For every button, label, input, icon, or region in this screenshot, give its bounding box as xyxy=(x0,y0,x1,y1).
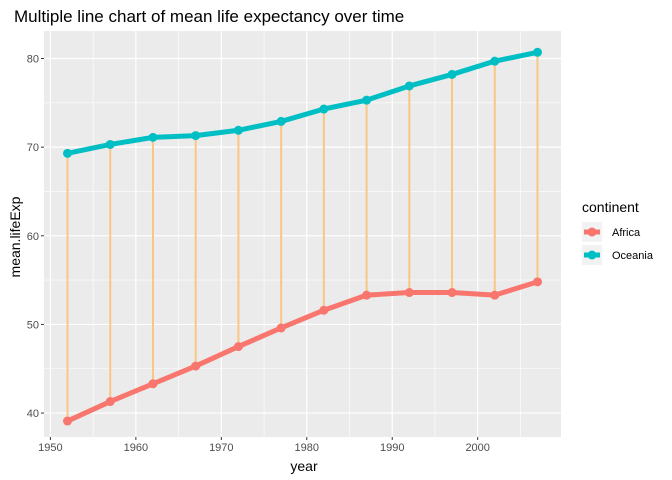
data-point-africa xyxy=(533,277,542,287)
y-axis-title: mean.lifeExp xyxy=(7,196,23,277)
data-point-africa xyxy=(276,323,286,333)
legend-title: continent xyxy=(582,199,639,215)
data-point-africa xyxy=(490,290,500,300)
series-line-oceania xyxy=(66,49,539,156)
legend-label: Oceania xyxy=(612,250,654,262)
x-tick-label: 1980 xyxy=(295,442,319,454)
data-point-oceania xyxy=(447,69,457,79)
data-point-africa xyxy=(105,397,115,407)
y-tick-label: 50 xyxy=(27,319,39,331)
y-tick-label: 70 xyxy=(27,142,39,154)
data-point-africa xyxy=(404,288,414,298)
plot-panel xyxy=(44,31,561,437)
data-point-oceania xyxy=(148,132,158,142)
data-point-oceania xyxy=(191,131,201,141)
x-tick-label: 1990 xyxy=(380,442,404,454)
data-point-africa xyxy=(148,379,158,389)
legend: continent Africa Oceania xyxy=(582,199,654,265)
data-point-oceania xyxy=(319,104,329,114)
data-point-africa xyxy=(191,361,201,371)
data-point-oceania xyxy=(233,125,243,135)
data-point-oceania xyxy=(404,81,414,91)
data-point-oceania xyxy=(533,47,542,57)
data-point-oceania xyxy=(105,139,115,149)
series-points xyxy=(63,47,542,426)
data-point-africa xyxy=(233,342,243,352)
y-tick-label: 80 xyxy=(27,53,39,65)
series-line-africa xyxy=(66,279,539,424)
x-axis: 1950 1960 1970 1980 1990 2000 xyxy=(38,437,490,454)
y-tick-label: 40 xyxy=(27,408,39,420)
data-point-oceania xyxy=(276,116,286,126)
legend-key-point xyxy=(587,227,597,237)
data-point-africa xyxy=(362,290,372,300)
minor-gridlines xyxy=(44,31,561,437)
x-tick-label: 2000 xyxy=(465,442,489,454)
chart-title: Multiple line chart of mean life expecta… xyxy=(14,7,404,26)
x-axis-title: year xyxy=(290,458,318,474)
data-point-africa xyxy=(319,305,329,315)
legend-key-point xyxy=(587,250,597,260)
x-tick-label: 1960 xyxy=(124,442,148,454)
major-gridlines xyxy=(44,31,561,437)
y-tick-label: 60 xyxy=(27,231,39,243)
data-point-africa xyxy=(63,416,72,426)
x-tick-label: 1970 xyxy=(209,442,233,454)
data-point-africa xyxy=(447,288,457,298)
data-point-oceania xyxy=(63,148,72,158)
data-point-oceania xyxy=(490,56,500,66)
series-lines xyxy=(66,49,539,424)
x-tick-label: 1950 xyxy=(38,442,62,454)
data-point-oceania xyxy=(362,95,372,105)
y-axis: 40 50 60 70 80 xyxy=(27,53,44,420)
legend-label: Africa xyxy=(612,227,641,239)
connector-segments xyxy=(66,52,539,422)
